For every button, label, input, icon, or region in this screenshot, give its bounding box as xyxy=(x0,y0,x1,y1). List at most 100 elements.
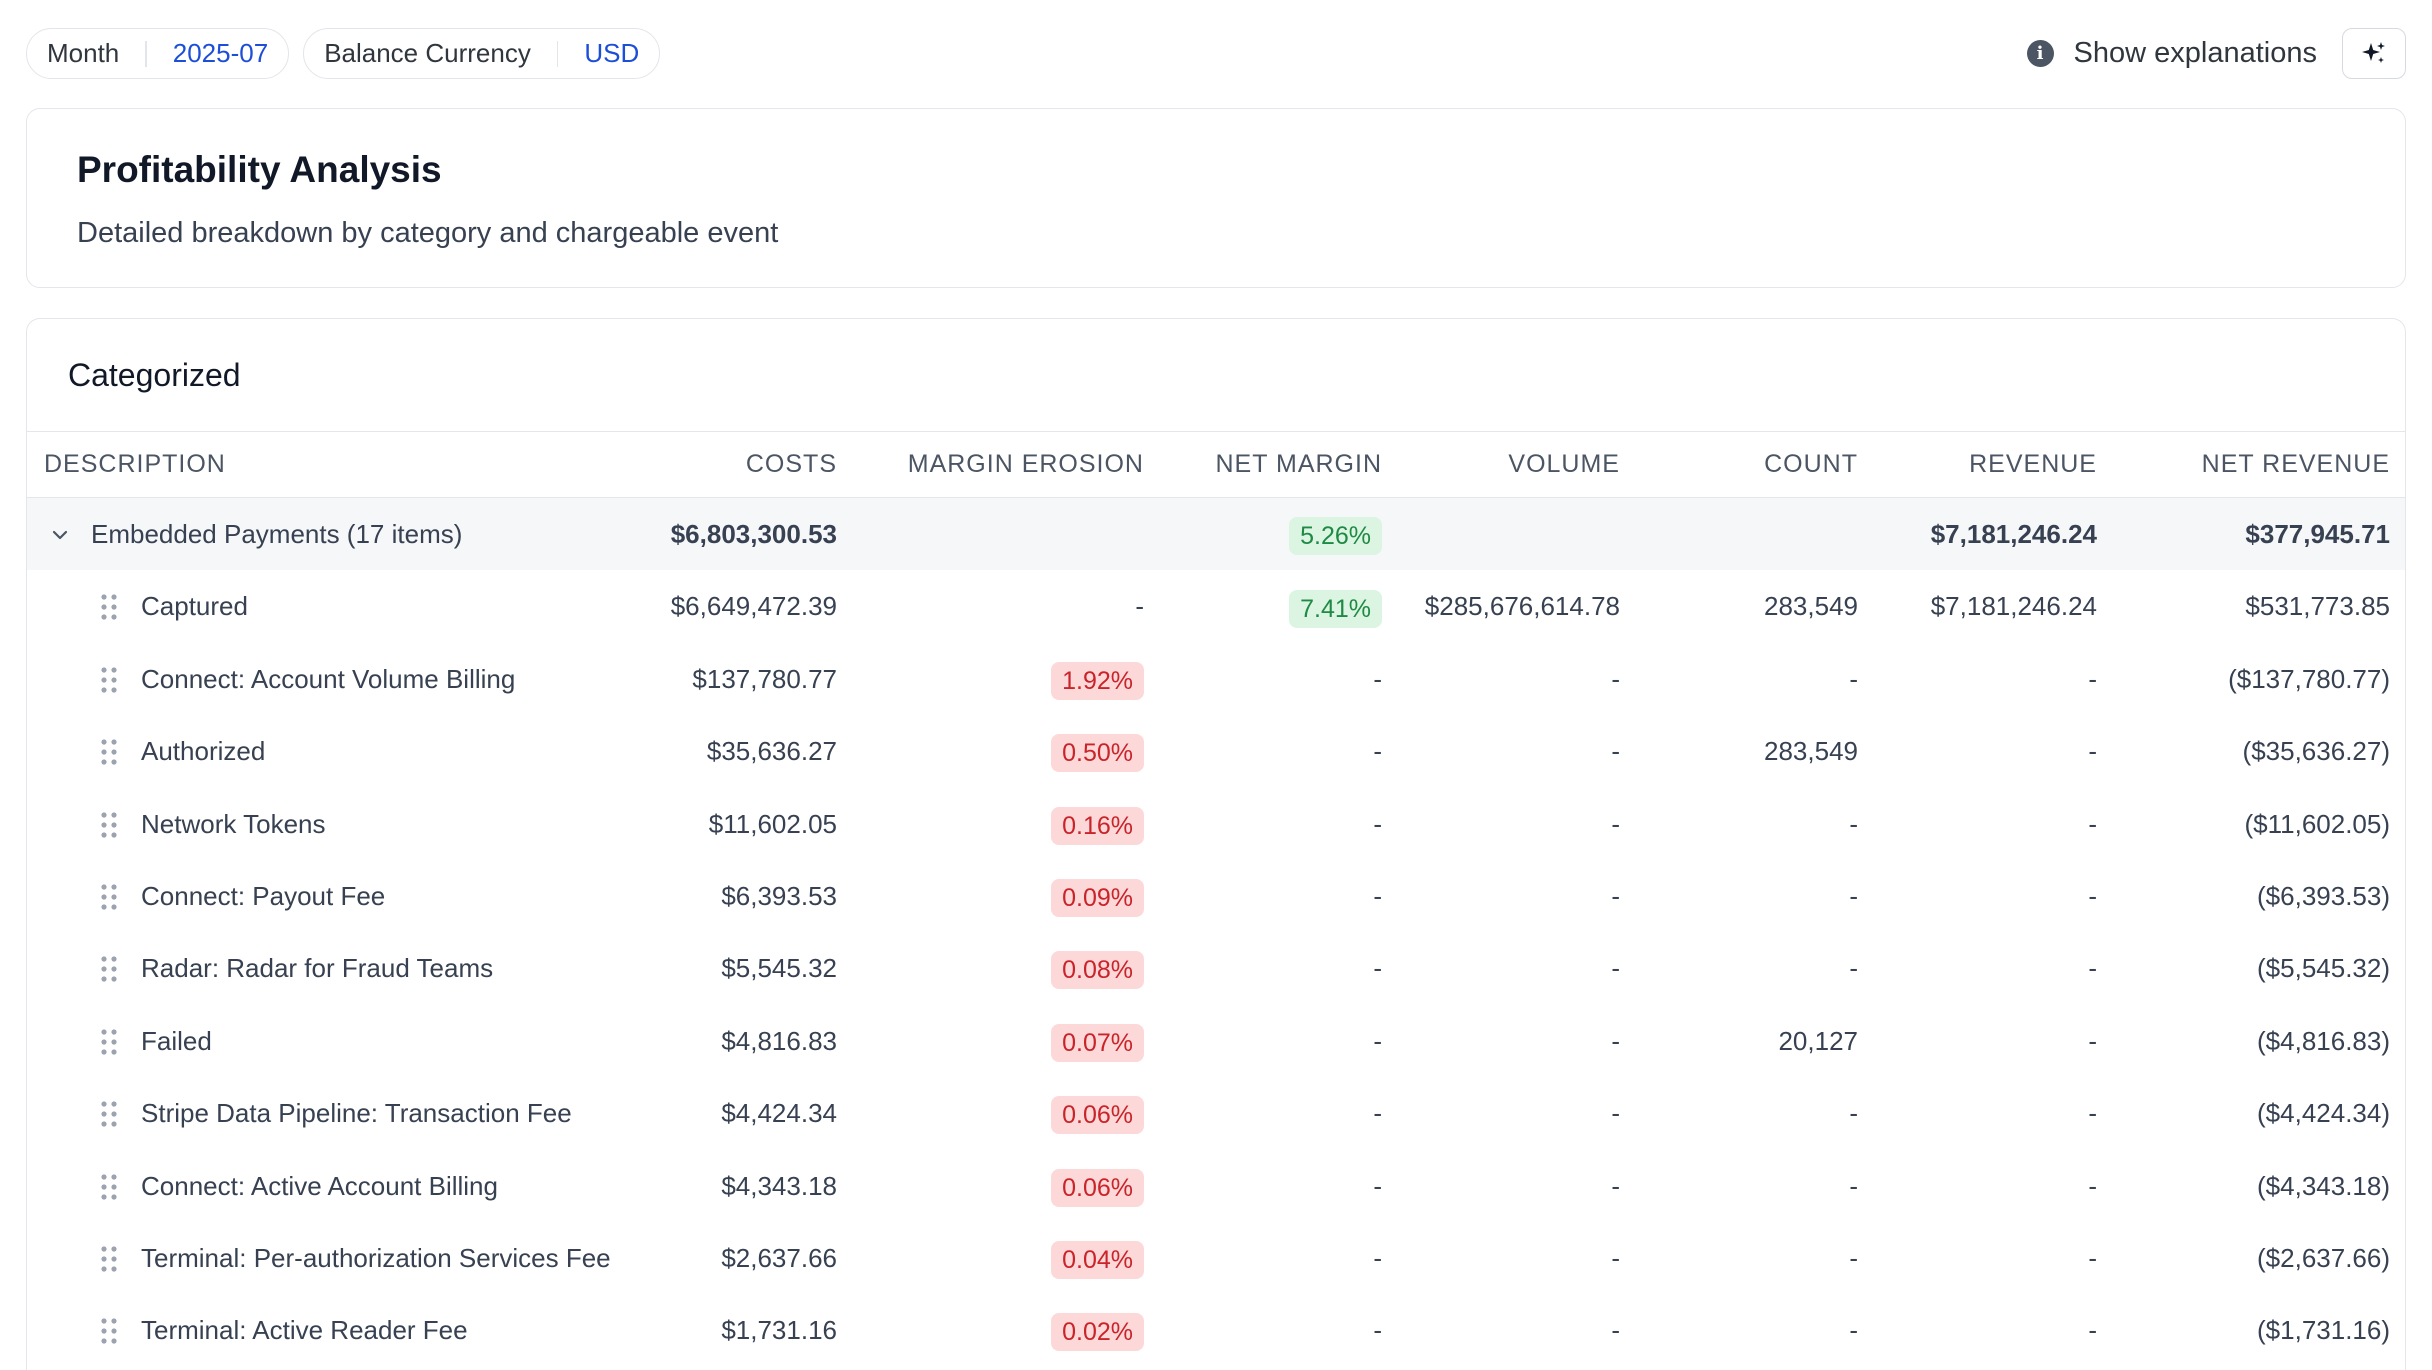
table-header: DESCRIPTION COSTS MARGIN EROSION NET MAR… xyxy=(27,431,2405,498)
table-row[interactable]: Terminal: Active Reader Fee $1,731.16 0.02… xyxy=(27,1294,2405,1366)
row-net-margin: - xyxy=(1373,643,1382,715)
group-costs: $6,803,300.53 xyxy=(670,519,837,549)
month-filter[interactable]: Month 2025-07 xyxy=(26,28,290,79)
row-description: Failed xyxy=(141,1025,212,1056)
row-revenue: - xyxy=(2088,808,2097,839)
row-net-revenue: ($4,343.18) xyxy=(2257,1170,2390,1201)
margin-erosion-badge: 0.50% xyxy=(1051,734,1144,773)
row-volume: $285,676,614.78 xyxy=(1424,591,1620,622)
drag-handle-icon[interactable] xyxy=(99,593,119,621)
net-margin-value: - xyxy=(1373,1098,1382,1129)
row-count: - xyxy=(1849,1315,1858,1346)
row-margin-erosion: 0.07% xyxy=(1051,1005,1144,1077)
row-volume: - xyxy=(1611,1098,1620,1129)
row-revenue: - xyxy=(2088,736,2097,767)
row-revenue: - xyxy=(2088,880,2097,911)
row-count: - xyxy=(1849,953,1858,984)
column-header-net-margin[interactable]: NET MARGIN xyxy=(1215,450,1382,478)
sparkle-icon xyxy=(2362,41,2385,63)
filter-separator xyxy=(556,40,559,67)
row-net-revenue: ($11,602.05) xyxy=(2244,808,2390,839)
table-row[interactable]: Captured $6,649,472.39 - 7.41% $285,676,614.… xyxy=(27,570,2405,642)
drag-handle-icon[interactable] xyxy=(99,955,119,983)
table-row[interactable]: Stripe Data Pipeline: Transaction Fee $4,… xyxy=(27,1077,2405,1149)
drag-handle-icon[interactable] xyxy=(99,1173,119,1201)
row-description: Terminal: Active Reader Fee xyxy=(141,1315,468,1346)
table-row[interactable]: Radar: Radar for Fraud Teams $5,545.32 0.0… xyxy=(27,932,2405,1004)
margin-erosion-badge: 0.06% xyxy=(1051,1096,1144,1135)
row-net-margin: - xyxy=(1373,1005,1382,1077)
month-filter-value: 2025-07 xyxy=(172,38,269,68)
row-revenue: - xyxy=(2088,1242,2097,1273)
row-net-margin: 7.41% xyxy=(1289,570,1382,642)
drag-handle-icon[interactable] xyxy=(99,1317,119,1345)
row-net-margin: - xyxy=(1373,860,1382,932)
drag-handle-icon[interactable] xyxy=(99,883,119,911)
drag-handle-icon[interactable] xyxy=(99,1245,119,1273)
drag-handle-icon[interactable] xyxy=(99,738,119,766)
row-net-margin: - xyxy=(1373,932,1382,1004)
net-margin-value: - xyxy=(1373,1025,1382,1056)
row-margin-erosion: 0.16% xyxy=(1051,788,1144,860)
table-row[interactable]: Terminal: Per-authorization Services Fee… xyxy=(27,1222,2405,1294)
row-costs: $137,780.77 xyxy=(692,663,837,694)
row-costs: $35,636.27 xyxy=(706,736,837,767)
currency-filter[interactable]: Balance Currency USD xyxy=(303,28,661,79)
row-net-margin: - xyxy=(1373,1077,1382,1149)
net-margin-value: - xyxy=(1373,1315,1382,1346)
row-margin-erosion: - xyxy=(1135,570,1144,642)
group-net-margin-cell: 5.26% xyxy=(1289,498,1382,570)
page-title: Profitability Analysis xyxy=(77,149,442,190)
net-margin-value: - xyxy=(1373,736,1382,767)
column-header-net-revenue[interactable]: NET REVENUE xyxy=(2201,450,2390,478)
row-net-margin: - xyxy=(1373,1150,1382,1222)
row-description: Radar: Radar for Fraud Teams xyxy=(141,953,494,984)
row-margin-erosion: 0.06% xyxy=(1051,1150,1144,1222)
row-margin-erosion: 0.06% xyxy=(1051,1077,1144,1149)
row-count: - xyxy=(1849,663,1858,694)
net-margin-value: - xyxy=(1373,880,1382,911)
column-header-margin-erosion[interactable]: MARGIN EROSION xyxy=(907,450,1144,478)
margin-erosion-badge: 0.04% xyxy=(1051,1241,1144,1280)
row-net-revenue: ($35,636.27) xyxy=(2242,736,2390,767)
column-header-costs[interactable]: COSTS xyxy=(745,450,837,478)
row-margin-erosion: 0.50% xyxy=(1051,715,1144,787)
column-header-volume[interactable]: VOLUME xyxy=(1508,450,1620,478)
row-count: - xyxy=(1849,1098,1858,1129)
net-margin-value: - xyxy=(1373,1170,1382,1201)
drag-handle-icon[interactable] xyxy=(99,1028,119,1056)
row-revenue: - xyxy=(2088,663,2097,694)
row-margin-erosion: 1.92% xyxy=(1051,643,1144,715)
row-net-revenue: ($4,424.34) xyxy=(2257,1098,2390,1129)
column-header-description[interactable]: DESCRIPTION xyxy=(44,450,226,478)
table-row[interactable]: Authorized $35,636.27 0.50% - - 283,549 - ($35,… xyxy=(27,715,2405,787)
ai-assist-button[interactable] xyxy=(2342,28,2406,79)
show-explanations-toggle[interactable]: i Show explanations xyxy=(2026,37,2317,70)
group-row[interactable]: Embedded Payments (17 items) $6,803,300.… xyxy=(27,498,2405,571)
row-description: Connect: Payout Fee xyxy=(141,880,386,911)
table-row[interactable]: Connect: Active Account Billing $4,343.18… xyxy=(27,1150,2405,1222)
margin-erosion-badge: 0.06% xyxy=(1051,1168,1144,1207)
row-margin-erosion: 0.04% xyxy=(1051,1222,1144,1294)
table-row[interactable]: Failed $4,816.83 0.07% - - 20,127 - ($4,816.83) xyxy=(27,1005,2405,1077)
drag-handle-icon[interactable] xyxy=(99,1100,119,1128)
drag-handle-icon[interactable] xyxy=(99,666,119,694)
row-count: 283,549 xyxy=(1764,591,1858,622)
row-count: 283,549 xyxy=(1764,736,1858,767)
row-costs: $4,343.18 xyxy=(721,1170,837,1201)
column-header-revenue[interactable]: REVENUE xyxy=(1969,450,2097,478)
table-row[interactable]: Network Tokens $11,602.05 0.16% - - - - ($11,60… xyxy=(27,788,2405,860)
chevron-down-icon[interactable] xyxy=(49,524,71,546)
row-count: 20,127 xyxy=(1778,1025,1858,1056)
row-volume: - xyxy=(1611,1315,1620,1346)
table-row[interactable]: Connect: Account Volume Billing $137,780.… xyxy=(27,643,2405,715)
row-net-margin: - xyxy=(1373,1222,1382,1294)
column-header-count[interactable]: COUNT xyxy=(1764,450,1858,478)
row-margin-erosion: 0.02% xyxy=(1051,1294,1144,1366)
row-costs: $2,637.66 xyxy=(721,1242,837,1273)
drag-handle-icon[interactable] xyxy=(99,811,119,839)
table-row[interactable]: Connect: Payout Fee $6,393.53 0.09% - - - - ($6… xyxy=(27,860,2405,932)
table-body: Embedded Payments (17 items) $6,803,300.… xyxy=(27,498,2405,1367)
row-costs: $11,602.05 xyxy=(708,808,837,839)
header-card: Profitability Analysis Detailed breakdow… xyxy=(26,108,2406,288)
